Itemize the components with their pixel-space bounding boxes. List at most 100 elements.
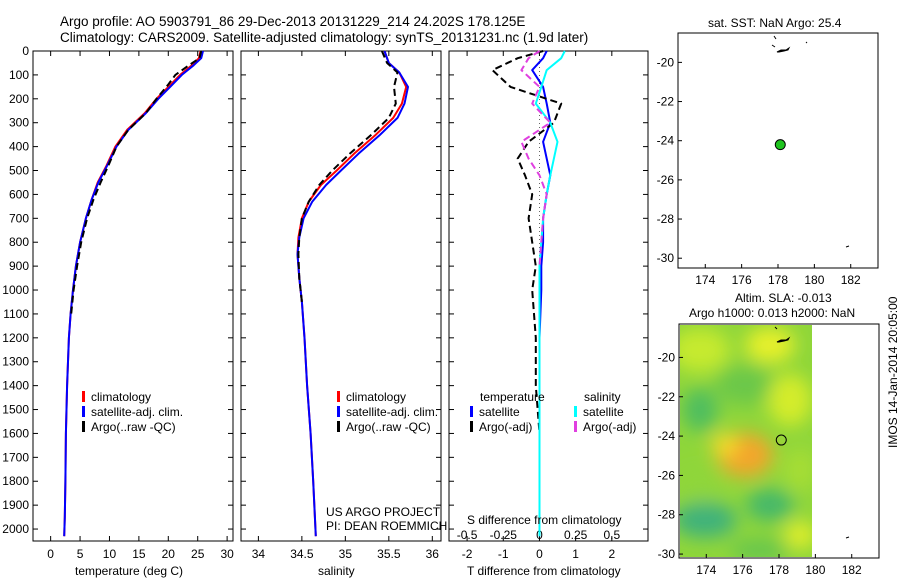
legend-item-argo: Argo(..raw -QC)	[82, 420, 183, 435]
project-label-2: PI: DEAN ROEMMICH	[326, 519, 448, 533]
series-line-1	[296, 50, 409, 537]
series-line-2	[297, 50, 399, 303]
argo-location-marker-sla	[775, 434, 787, 446]
legend-item-temp-argo: Argo(-adj)	[470, 420, 545, 435]
map-x-tick-label: 180	[804, 273, 824, 287]
x2-tick-label: 0.25	[564, 528, 588, 542]
map-y-tick-label: -20	[658, 350, 676, 364]
y-tick-label: 1000	[2, 283, 29, 297]
series-line-3	[520, 50, 552, 267]
sla-map-panel: 174 176 178 180 182 -20 -22 -24 -26 -28 -30	[658, 323, 880, 577]
y-tick-label: 300	[9, 116, 29, 130]
x-tick-label: 15	[132, 547, 146, 561]
legend-item-argo-sal: Argo(..raw -QC)	[337, 420, 438, 435]
sla-heatmap	[680, 325, 812, 557]
series-line-1	[491, 50, 563, 434]
x-tick-label: -2	[462, 547, 473, 561]
x-tick-label: 5	[77, 547, 84, 561]
legend-swatch-blue	[82, 406, 85, 417]
y-tick-label: 600	[9, 187, 29, 201]
map-x-tick-label: 180	[805, 563, 825, 577]
y-tick-label: 1500	[2, 403, 29, 417]
map-y-tick-label: -24	[657, 134, 675, 148]
legend-item-satellite-sal: satellite-adj. clim.	[337, 405, 438, 420]
x-tick-label: -1	[498, 547, 509, 561]
x2-tick-label: -0.5	[457, 528, 478, 542]
map-y-tick-label: -28	[658, 508, 676, 522]
legend-swatch-cyan	[574, 406, 577, 417]
x-tick-label: 34.5	[290, 547, 314, 561]
difference-panel: -2 -1 0 1 2-0.5 -0.25 0 0.25 0.5	[448, 50, 649, 561]
map-y-tick-label: -20	[657, 55, 675, 69]
x-tick-label: 1	[572, 547, 579, 561]
map-y-tick-label: -22	[657, 95, 675, 109]
legend-swatch-black	[337, 421, 340, 432]
series-line-2	[534, 50, 566, 537]
s-difference-xlabel: S difference from climatology	[467, 513, 622, 527]
difference-legend-temperature: temperature satellite Argo(-adj)	[470, 390, 545, 435]
map-y-tick-label: -30	[657, 251, 675, 265]
x-tick-label: 0	[47, 547, 54, 561]
temperature-xlabel: temperature (deg C)	[75, 564, 184, 578]
legend-swatch-blue	[337, 406, 340, 417]
sla-map-title-2: Argo h1000: 0.013 h2000: NaN	[689, 306, 856, 320]
temperature-axes	[32, 50, 234, 542]
argo-location-marker	[774, 139, 786, 151]
legend-item-satellite: satellite-adj. clim.	[82, 405, 183, 420]
y-tick-label: 500	[9, 164, 29, 178]
t-difference-xlabel: T difference from climatology	[467, 564, 621, 578]
map-y-tick-label: -26	[658, 468, 676, 482]
map-y-tick-label: -24	[658, 429, 676, 443]
legend-item-sal-satellite: satellite	[574, 405, 636, 420]
legend-swatch-red	[82, 391, 85, 402]
y-tick-label: 1700	[2, 450, 29, 464]
y-tick-label: 900	[9, 259, 29, 273]
legend-swatch-blue	[470, 406, 473, 417]
salinity-panel: 34 34.5 35 35.5 36	[240, 50, 442, 561]
x2-tick-label: 0.5	[603, 528, 620, 542]
y-tick-label: 1300	[2, 355, 29, 369]
legend-swatch-red	[337, 391, 340, 402]
map-x-tick-label: 182	[842, 563, 862, 577]
x-tick-label: 10	[103, 547, 117, 561]
map-y-tick-label: -26	[657, 173, 675, 187]
x-tick-label: 0	[536, 547, 543, 561]
map-x-tick-label: 174	[695, 273, 715, 287]
legend-group-title-temperature: temperature	[480, 390, 545, 404]
legend-swatch-black	[470, 421, 473, 432]
y-tick-label: 2000	[2, 522, 29, 536]
map-x-tick-label: 182	[841, 273, 861, 287]
project-label-1: US ARGO PROJECT	[326, 505, 441, 519]
legend-item-climatology: climatology	[82, 390, 183, 405]
legend-swatch-black	[82, 421, 85, 432]
x-tick-label: 36	[426, 547, 440, 561]
legend-item-temp-satellite: satellite	[470, 405, 545, 420]
x-tick-label: 34	[252, 547, 266, 561]
series-line-2	[70, 50, 203, 314]
x-tick-label: 30	[220, 547, 234, 561]
map-x-tick-label: 178	[768, 273, 788, 287]
sst-map-title: sat. SST: NaN Argo: 25.4	[708, 16, 842, 30]
legend-swatch-magenta	[574, 421, 577, 432]
series-line-1	[63, 50, 204, 537]
salinity-xlabel: salinity	[318, 564, 355, 578]
figure-title-line1: Argo profile: AO 5903791_86 29-Dec-2013 …	[60, 14, 526, 29]
y-tick-label: 100	[9, 68, 29, 82]
salinity-legend: climatology satellite-adj. clim. Argo(..…	[337, 390, 438, 435]
x2-tick-label: -0.25	[490, 528, 518, 542]
legend-group-title-salinity: salinity	[584, 390, 621, 404]
figure-title-line2: Climatology: CARS2009. Satellite-adjuste…	[60, 30, 589, 45]
map-x-tick-label: 176	[732, 273, 752, 287]
sla-map-title-1: Altim. SLA: -0.013	[735, 291, 832, 305]
map-x-tick-label: 178	[769, 563, 789, 577]
x-tick-label: 35	[339, 547, 353, 561]
legend-item-climatology-sal: climatology	[337, 390, 438, 405]
y-tick-label: 0	[22, 44, 29, 58]
legend-item-sal-argo: Argo(-adj)	[574, 420, 636, 435]
temperature-panel: 0 5 10 15 20 25 300100200300400500600700800900…	[2, 44, 234, 561]
series-line-0	[296, 50, 408, 537]
y-tick-label: 1600	[2, 426, 29, 440]
x-tick-label: 2	[608, 547, 615, 561]
map-x-tick-label: 174	[696, 563, 716, 577]
difference-legend-salinity: salinity satellite Argo(-adj)	[574, 390, 636, 435]
